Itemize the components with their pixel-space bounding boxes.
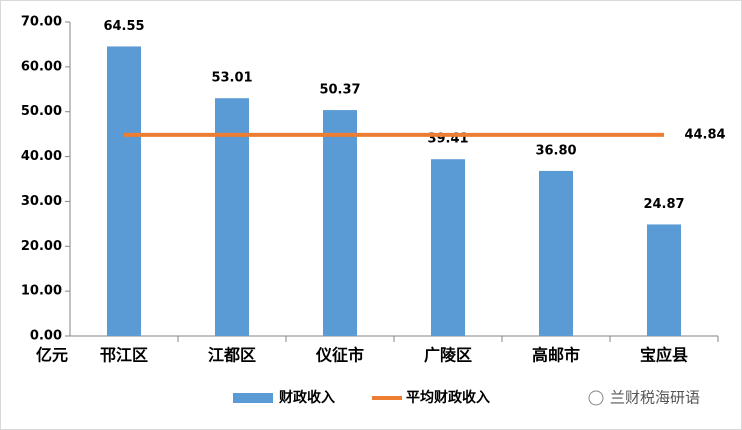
value-label: 64.55	[103, 19, 144, 34]
x-tick-label: 江都区	[208, 346, 256, 365]
legend-label: 财政收入	[278, 389, 335, 406]
y-tick-label: 50.00	[21, 104, 62, 119]
bar	[215, 98, 249, 337]
y-tick-label: 20.00	[21, 239, 62, 254]
x-tick-label: 宝应县	[640, 346, 688, 365]
x-tick-label: 仪征市	[315, 346, 364, 365]
watermark: 兰财税海研语	[610, 389, 700, 407]
bar	[431, 159, 465, 336]
x-tick-label: 广陵区	[424, 346, 472, 365]
bar	[107, 46, 141, 336]
bar	[323, 110, 357, 337]
bar	[647, 224, 681, 336]
y-tick-label: 60.00	[21, 59, 62, 74]
y-tick-label: 0.00	[30, 329, 62, 344]
average-label: 44.84	[684, 127, 725, 142]
value-label: 50.37	[319, 83, 360, 98]
legend-swatch	[233, 393, 273, 403]
y-tick-label: 40.00	[21, 149, 62, 164]
y-tick-label: 10.00	[21, 284, 62, 299]
x-tick-label: 高邮市	[532, 346, 580, 365]
legend-label: 平均财政收入	[406, 389, 490, 406]
x-tick-label: 邗江区	[100, 346, 148, 365]
watermark-icon	[588, 390, 604, 406]
value-label: 36.80	[535, 143, 576, 158]
y-unit: 亿元	[36, 346, 68, 365]
y-tick-label: 30.00	[21, 194, 62, 209]
value-label: 53.01	[211, 71, 252, 86]
y-tick-label: 70.00	[21, 15, 62, 30]
bar	[539, 170, 573, 336]
value-label: 24.87	[643, 197, 684, 212]
